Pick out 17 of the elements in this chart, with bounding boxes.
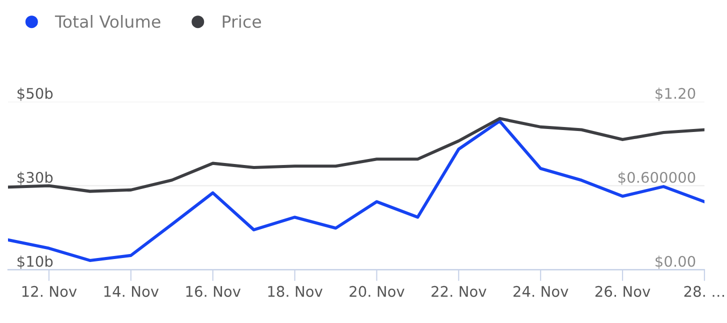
legend-label: Total Volume — [54, 15, 160, 28]
y-tick-label: $50b — [18, 88, 53, 101]
x-tick-label: 26. Nov — [595, 286, 650, 297]
x-tick-label: 16. Nov — [186, 286, 241, 297]
y-tick-label: $30b — [18, 172, 53, 185]
x-tick-label: 22. Nov — [432, 286, 486, 297]
y2-tick-label: $0.600000 — [618, 172, 696, 185]
legend-label: Price — [222, 15, 261, 28]
x-tick-label: 24. Nov — [514, 286, 568, 297]
x-tick-label: 18. Nov — [268, 286, 322, 297]
x-tick-label: 12. Nov — [22, 286, 77, 297]
x-tick-label: 14. Nov — [104, 286, 159, 297]
y2-tick-label: $0.00 — [656, 256, 696, 269]
x-tick-label: 28. … — [684, 286, 724, 297]
y-tick-label: $10b — [18, 256, 53, 269]
y2-tick-label: $1.20 — [656, 88, 696, 101]
x-tick-label: 20. Nov — [350, 286, 404, 297]
